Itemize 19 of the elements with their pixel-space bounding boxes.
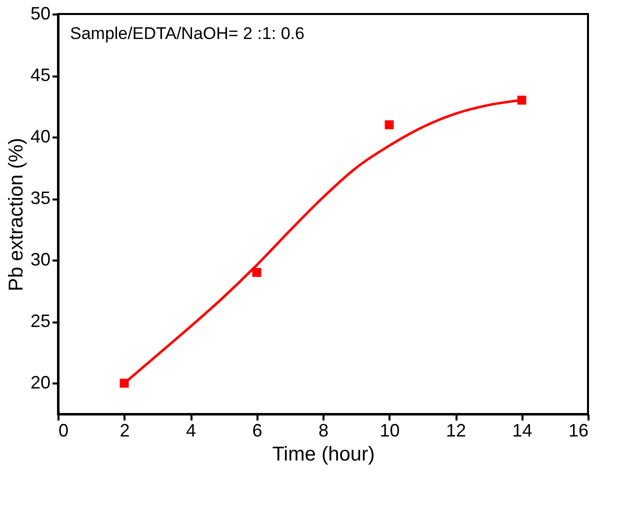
y-tick-label: 35: [30, 188, 50, 208]
y-tick-label: 50: [30, 4, 50, 24]
x-tick-label: 4: [186, 420, 196, 440]
x-tick-label: 12: [446, 420, 466, 440]
y-tick-label: 30: [30, 250, 50, 270]
x-tick-label: 14: [512, 420, 532, 440]
y-tick-label: 25: [30, 311, 50, 332]
y-tick-label: 45: [30, 65, 50, 86]
annotation: Sample/EDTA/NaOH= 2 :1: 0.6: [70, 24, 304, 43]
x-tick-label: 6: [252, 420, 262, 440]
y-tick-label: 20: [30, 372, 50, 393]
x-tick-label: 8: [318, 420, 329, 440]
x-tick-label: 10: [380, 420, 400, 440]
y-tick-label: 40: [30, 126, 50, 147]
x-tick-label: 0: [58, 420, 69, 440]
y-axis-title: Pb extraction (%): [5, 138, 28, 292]
x-tick-label: 16: [568, 420, 588, 440]
x-tick-label: 2: [120, 420, 130, 440]
x-axis-title: Time (hour): [272, 444, 375, 466]
